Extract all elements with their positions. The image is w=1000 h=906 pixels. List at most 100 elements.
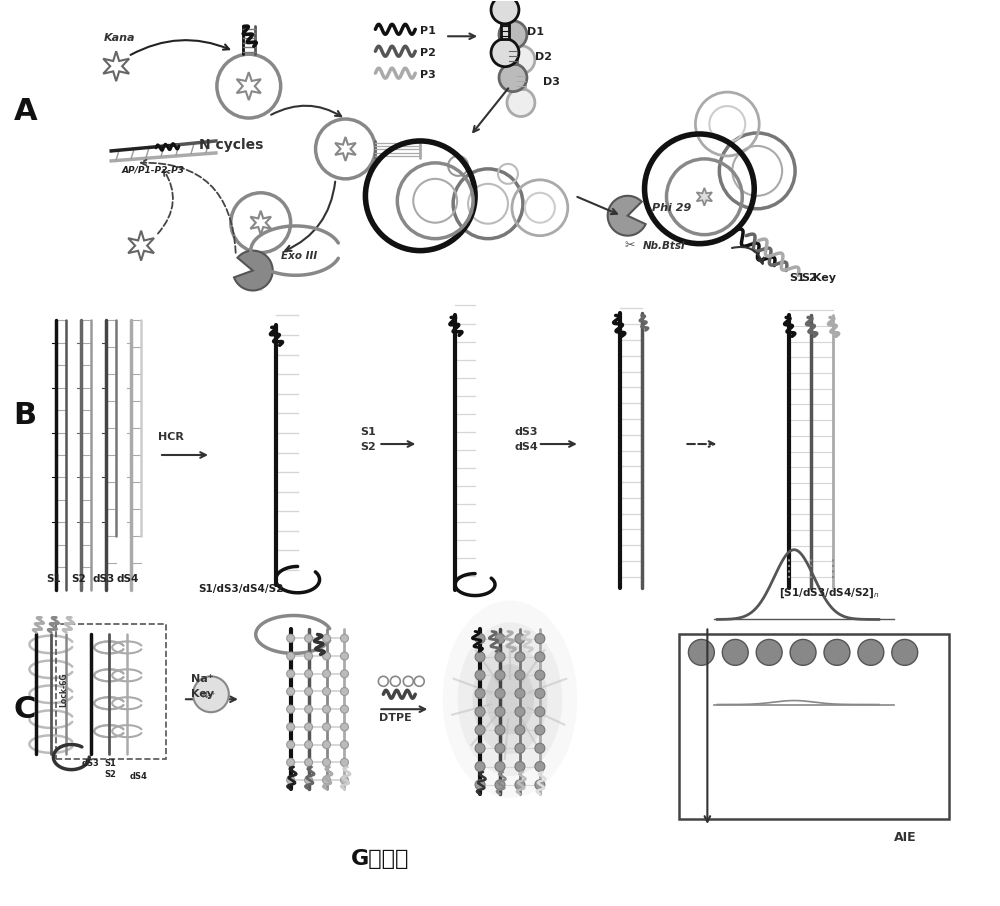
Circle shape bbox=[287, 670, 295, 678]
Circle shape bbox=[535, 762, 545, 772]
Polygon shape bbox=[697, 188, 712, 206]
Circle shape bbox=[305, 723, 313, 731]
Circle shape bbox=[499, 21, 527, 49]
Circle shape bbox=[305, 758, 313, 766]
Circle shape bbox=[475, 743, 485, 753]
Text: DTPE: DTPE bbox=[379, 713, 412, 723]
Circle shape bbox=[475, 689, 485, 699]
Text: D1: D1 bbox=[527, 27, 544, 37]
Polygon shape bbox=[128, 231, 154, 261]
Circle shape bbox=[495, 743, 505, 753]
Circle shape bbox=[892, 640, 918, 665]
Circle shape bbox=[305, 634, 313, 642]
Polygon shape bbox=[103, 52, 129, 82]
Circle shape bbox=[515, 725, 525, 735]
Circle shape bbox=[323, 741, 331, 748]
Circle shape bbox=[515, 689, 525, 699]
Text: B: B bbox=[13, 400, 37, 429]
Circle shape bbox=[287, 723, 295, 731]
Circle shape bbox=[858, 640, 884, 665]
Circle shape bbox=[499, 63, 527, 92]
Text: P3: P3 bbox=[420, 70, 436, 80]
Ellipse shape bbox=[458, 622, 562, 776]
Circle shape bbox=[790, 640, 816, 665]
Circle shape bbox=[535, 725, 545, 735]
Circle shape bbox=[535, 780, 545, 790]
Text: AP/P1-P2-P3: AP/P1-P2-P3 bbox=[121, 166, 184, 175]
Bar bbox=[679, 634, 949, 819]
Circle shape bbox=[756, 640, 782, 665]
Text: A: A bbox=[13, 97, 37, 126]
Circle shape bbox=[305, 670, 313, 678]
Circle shape bbox=[323, 758, 331, 766]
Circle shape bbox=[475, 762, 485, 772]
Text: S1: S1 bbox=[789, 273, 805, 283]
Text: S2: S2 bbox=[104, 770, 116, 779]
Circle shape bbox=[287, 688, 295, 696]
Text: dS4: dS4 bbox=[129, 772, 147, 781]
Circle shape bbox=[495, 689, 505, 699]
Circle shape bbox=[340, 776, 348, 784]
Circle shape bbox=[495, 670, 505, 680]
Circle shape bbox=[495, 652, 505, 662]
Text: dS3: dS3 bbox=[81, 759, 99, 768]
Circle shape bbox=[340, 741, 348, 748]
Circle shape bbox=[287, 705, 295, 713]
Text: S2: S2 bbox=[360, 442, 376, 452]
Text: Na⁺: Na⁺ bbox=[191, 674, 214, 684]
Circle shape bbox=[688, 640, 714, 665]
Circle shape bbox=[323, 776, 331, 784]
Circle shape bbox=[323, 705, 331, 713]
Text: S2: S2 bbox=[801, 273, 817, 283]
Ellipse shape bbox=[443, 601, 577, 798]
Circle shape bbox=[515, 743, 525, 753]
Text: Exo III: Exo III bbox=[281, 251, 317, 261]
Circle shape bbox=[287, 776, 295, 784]
Circle shape bbox=[515, 707, 525, 717]
Circle shape bbox=[722, 640, 748, 665]
Text: P1: P1 bbox=[420, 26, 436, 36]
Bar bbox=[56, 624, 166, 759]
Circle shape bbox=[287, 741, 295, 748]
Circle shape bbox=[475, 652, 485, 662]
Circle shape bbox=[305, 705, 313, 713]
Circle shape bbox=[340, 652, 348, 660]
Circle shape bbox=[535, 689, 545, 699]
Circle shape bbox=[305, 776, 313, 784]
Circle shape bbox=[495, 633, 505, 643]
Circle shape bbox=[287, 652, 295, 660]
Text: HCR: HCR bbox=[158, 432, 184, 442]
Circle shape bbox=[323, 670, 331, 678]
Text: P2: P2 bbox=[420, 48, 436, 58]
Circle shape bbox=[323, 723, 331, 731]
Text: C: C bbox=[13, 695, 36, 724]
Circle shape bbox=[495, 707, 505, 717]
Ellipse shape bbox=[473, 644, 547, 754]
Circle shape bbox=[323, 688, 331, 696]
Circle shape bbox=[491, 0, 519, 24]
Wedge shape bbox=[608, 196, 646, 236]
Text: dS3: dS3 bbox=[92, 573, 114, 583]
Text: S1/dS3/dS4/S2: S1/dS3/dS4/S2 bbox=[198, 583, 283, 593]
Polygon shape bbox=[237, 72, 261, 100]
Text: D2: D2 bbox=[535, 53, 552, 63]
Text: dS4: dS4 bbox=[515, 442, 539, 452]
Circle shape bbox=[305, 652, 313, 660]
Circle shape bbox=[515, 780, 525, 790]
Circle shape bbox=[340, 688, 348, 696]
Text: Key: Key bbox=[191, 689, 214, 699]
Bar bbox=[509, 49, 517, 63]
Text: dS3: dS3 bbox=[515, 427, 538, 437]
Circle shape bbox=[217, 54, 281, 118]
Circle shape bbox=[495, 725, 505, 735]
Circle shape bbox=[287, 758, 295, 766]
Text: S2: S2 bbox=[71, 573, 86, 583]
Circle shape bbox=[323, 652, 331, 660]
Bar bbox=[501, 24, 509, 39]
Wedge shape bbox=[234, 251, 273, 291]
Circle shape bbox=[475, 725, 485, 735]
Circle shape bbox=[340, 634, 348, 642]
Circle shape bbox=[535, 743, 545, 753]
Circle shape bbox=[475, 633, 485, 643]
Text: dS4: dS4 bbox=[117, 573, 139, 583]
